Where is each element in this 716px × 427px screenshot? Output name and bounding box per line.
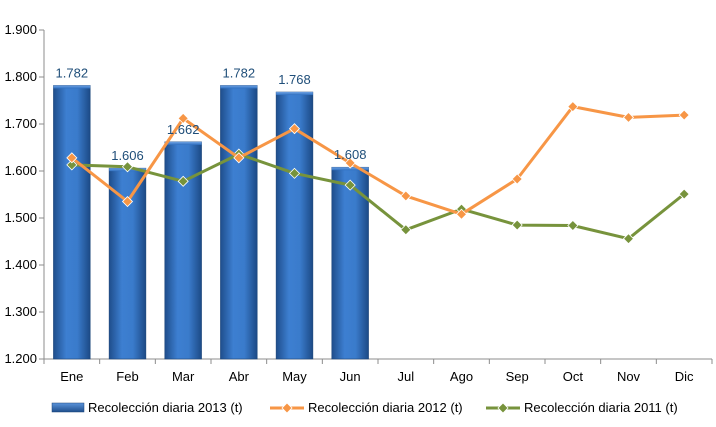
x-tick-label: Sep bbox=[506, 369, 529, 384]
x-tick-label: May bbox=[282, 369, 307, 384]
x-tick-label: Jun bbox=[340, 369, 361, 384]
bar-top-highlight bbox=[276, 92, 313, 96]
series-marker-1 bbox=[66, 152, 78, 164]
series-marker-2 bbox=[344, 179, 356, 191]
legend-label: Recolección diaria 2011 (t) bbox=[524, 400, 678, 415]
bar-top-highlight bbox=[220, 85, 258, 89]
x-tick-label: Feb bbox=[116, 369, 138, 384]
series-marker-1 bbox=[288, 123, 301, 135]
bar-data-label: 1.662 bbox=[167, 122, 200, 137]
y-tick-label: 1.500 bbox=[4, 210, 37, 225]
x-tick-label: Jul bbox=[398, 369, 415, 384]
x-tick-label: Dic bbox=[675, 369, 694, 384]
series-marker-2 bbox=[400, 224, 412, 236]
bar-top-highlight bbox=[164, 141, 202, 145]
series-marker-1 bbox=[233, 152, 245, 164]
bar-data-label: 1.606 bbox=[111, 148, 144, 163]
series-marker-1 bbox=[511, 173, 523, 185]
series-marker-1 bbox=[622, 111, 635, 123]
legend-swatch-marker bbox=[281, 402, 293, 414]
series-marker-1 bbox=[121, 195, 134, 208]
bar bbox=[331, 166, 369, 360]
series-marker-2 bbox=[511, 219, 523, 231]
legend-label: Recolección diaria 2012 (t) bbox=[308, 400, 463, 415]
series-marker-2 bbox=[678, 188, 690, 200]
y-tick-label: 1.800 bbox=[4, 69, 37, 84]
bar bbox=[220, 85, 258, 360]
x-tick-label: Nov bbox=[617, 369, 641, 384]
legend-swatch-marker bbox=[497, 402, 509, 414]
series-marker-2 bbox=[567, 219, 579, 232]
series-line-2 bbox=[71, 152, 686, 241]
series-marker-1 bbox=[400, 190, 412, 202]
y-tick-label: 1.700 bbox=[4, 116, 37, 131]
y-tick-label: 1.200 bbox=[4, 351, 37, 366]
series-marker-1 bbox=[455, 208, 468, 220]
bar-data-label: 1.782 bbox=[56, 65, 89, 80]
series-marker-2 bbox=[121, 161, 134, 173]
series-marker-2 bbox=[288, 167, 301, 179]
series-line-1 bbox=[70, 105, 685, 216]
bar-top-highlight bbox=[53, 85, 91, 89]
series-marker-2 bbox=[66, 159, 78, 171]
y-tick-label: 1.400 bbox=[4, 257, 37, 272]
legend-swatch-bar bbox=[51, 402, 85, 413]
y-tick-label: 1.300 bbox=[4, 304, 37, 319]
x-tick-label: Ago bbox=[450, 369, 473, 384]
x-tick-label: Abr bbox=[229, 369, 250, 384]
series-marker-2 bbox=[177, 175, 189, 187]
bar-data-label: 1.768 bbox=[278, 72, 311, 87]
bar-top-highlight bbox=[331, 167, 369, 171]
x-tick-label: Ene bbox=[60, 369, 83, 384]
legend-label: Recolección diaria 2013 (t) bbox=[88, 400, 243, 415]
series-marker-1 bbox=[177, 112, 189, 124]
bar-data-label: 1.608 bbox=[334, 147, 367, 162]
y-tick-label: 1.600 bbox=[4, 163, 37, 178]
series-marker-2 bbox=[622, 233, 635, 245]
series-marker-1 bbox=[678, 109, 690, 121]
series-marker-1 bbox=[567, 101, 579, 113]
x-tick-label: Mar bbox=[172, 369, 195, 384]
bar-data-label: 1.782 bbox=[223, 65, 256, 80]
bar bbox=[53, 85, 91, 360]
y-tick-label: 1.900 bbox=[4, 22, 37, 37]
x-tick-label: Oct bbox=[563, 369, 584, 384]
series-marker-1 bbox=[344, 157, 356, 169]
